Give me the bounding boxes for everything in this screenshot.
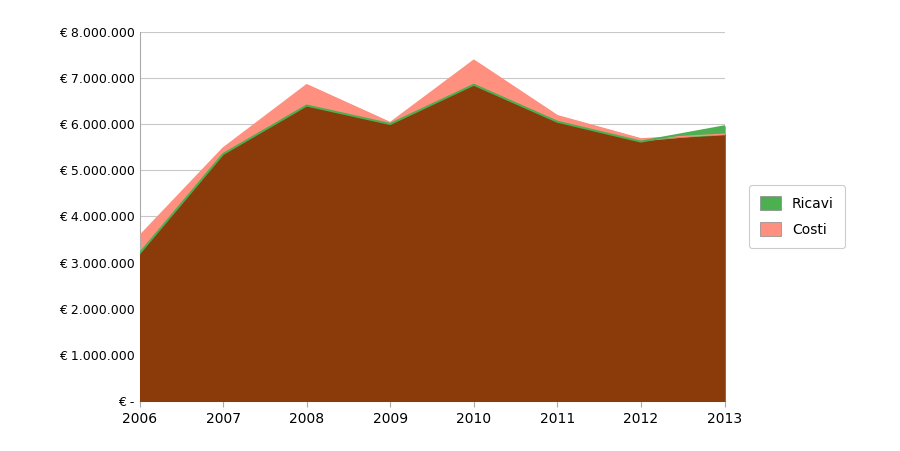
Legend: Ricavi, Costi: Ricavi, Costi (749, 185, 845, 248)
